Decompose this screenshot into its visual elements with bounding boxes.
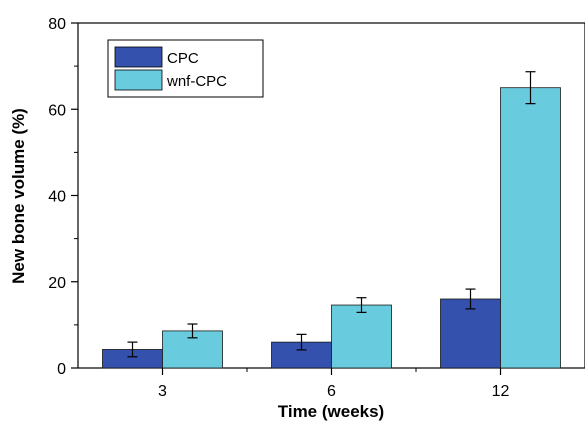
bars-layer	[102, 87, 561, 369]
y-tick-label: 40	[48, 189, 66, 206]
y-axis: 0 20 40 60 80	[48, 16, 78, 378]
legend-swatch-cpc	[114, 46, 163, 68]
x-tick-label: 12	[492, 383, 510, 400]
y-tick-label: 60	[48, 102, 66, 119]
y-tick-label: 0	[57, 361, 66, 378]
legend-swatch-wnf-cpc	[114, 69, 163, 91]
y-tick-label: 80	[48, 16, 66, 33]
y-tick-label: 20	[48, 275, 66, 292]
legend-label-wnf-cpc: wnf-CPC	[166, 73, 227, 90]
x-tick-label: 6	[327, 383, 336, 400]
y-axis-title: New bone volume (%)	[9, 108, 28, 284]
bar-wnf-cpc-12	[500, 87, 561, 369]
error-bars-layer	[127, 71, 536, 358]
legend: CPC wnf-CPC	[107, 39, 264, 98]
x-axis: 3 6 12	[158, 368, 510, 400]
bar-wnf-cpc-6	[331, 304, 392, 369]
bar-cpc-12	[440, 298, 501, 369]
x-tick-label: 3	[158, 383, 167, 400]
legend-label-cpc: CPC	[167, 50, 199, 67]
x-axis-title: Time (weeks)	[278, 402, 384, 421]
